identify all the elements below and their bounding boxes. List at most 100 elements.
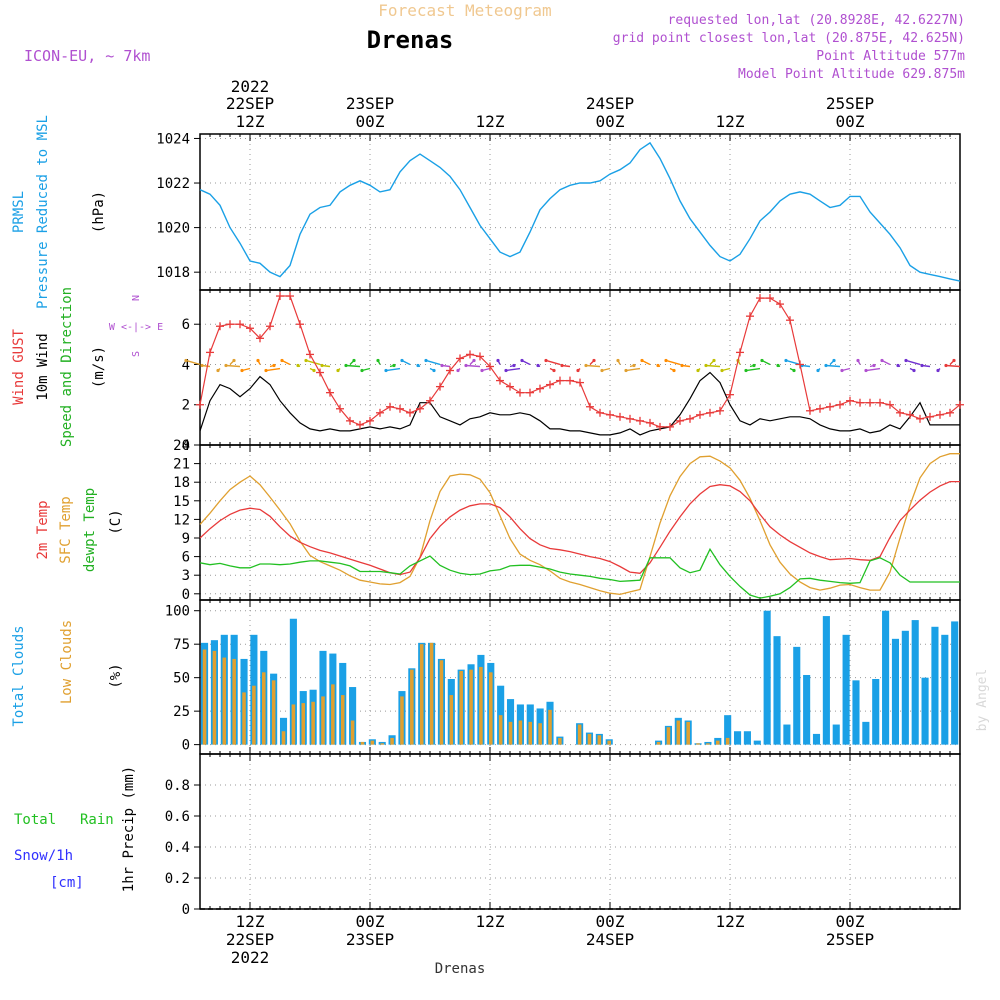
low-cloud-bar [528,721,533,745]
wind-direction-arrow [625,367,641,372]
y-tick-label: 6 [182,550,190,566]
y-tick-label: 1018 [156,265,190,281]
wind-arrow-head [944,363,948,368]
y-tick-label: 0 [182,902,190,918]
wind-arrow-head [624,368,628,373]
top-time-label: 00Z [356,112,385,131]
wind-arrow-head [856,358,860,363]
low-cloud-bar [656,741,661,745]
top-time-label: 25SEP [826,94,874,113]
wind-arrow-head [640,358,644,363]
low-cloud-bar [261,672,266,745]
low-cloud-bar [607,740,612,745]
model-label: ICON-EU, ~ 7km [24,47,150,65]
wind-arrow-head [616,358,620,363]
low-cloud-bar [360,741,365,745]
total-cloud-bar [289,618,297,745]
wind-direction-arrow [705,364,721,368]
total-cloud-bar [862,721,870,745]
clouds-label-total: Total Clouds [11,625,27,726]
wind-direction-arrow [345,364,361,368]
wind-arrow-head [776,363,780,368]
wind-arrow-head [872,363,876,368]
total-cloud-bar [941,634,949,745]
low-cloud-bar [449,695,454,745]
bottom-time-label: 12Z [476,912,505,931]
wind-direction-arrow [265,367,281,372]
wind-arrow-head [520,358,524,363]
total-cloud-bar [803,674,811,745]
y-tick-label: 0.8 [165,778,190,794]
station-title: Drenas [367,26,454,54]
wind-arrow-head [216,368,220,373]
wind-arrow-head [200,363,204,368]
wind-arrow-head [544,358,548,363]
top-time-label: 12Z [236,112,265,131]
wind-arrow-head [272,363,276,368]
total-cloud-bar [743,731,751,745]
y-tick-label: 0.4 [165,840,190,856]
compass-north: N [131,295,142,301]
bottom-time-label: 00Z [356,912,385,931]
temp-label-2m: 2m Temp [35,500,51,559]
wind-arrow-head [864,368,868,373]
wind-direction-arrow [545,359,561,366]
clouds-label-low: Low Clouds [59,620,75,704]
low-cloud-bar [479,666,483,745]
total-cloud-bar [872,679,880,745]
top-time-label: 22SEP [226,94,274,113]
bottom-time-label: 00Z [836,912,865,931]
total-cloud-bar [773,636,781,745]
wind-arrow-head [280,358,284,363]
total-cloud-bar [852,680,860,745]
y-tick-label: 0.2 [165,871,190,887]
low-cloud-bar [548,709,552,745]
low-cloud-bar [597,735,602,745]
low-cloud-bar [706,743,710,745]
wind-arrow-head [456,368,460,373]
bottom-time-label: 24SEP [586,930,634,949]
wind-arrow-head [240,368,244,373]
wind-arrow-head [744,368,748,373]
wind-direction-arrow [905,359,921,366]
total-cloud-bar [812,733,821,745]
watermark: by Angel [975,669,990,732]
low-cloud-bar [469,669,473,745]
wind-arrow-head [824,363,828,368]
pressure-label-title: Pressure Reduced to MSL [35,115,51,309]
pressure-label-prmsl: PRMSL [11,191,27,233]
bottom-time-label: 23SEP [346,930,394,949]
sfc-temp-line [199,453,960,596]
wind-arrow-head [832,358,836,363]
top-time-label: 12Z [476,112,505,131]
low-cloud-bar [439,660,444,745]
header-subtitle: Forecast Meteogram [378,1,551,20]
wind-arrow-head [720,368,724,373]
total-cloud-bar [733,731,742,745]
low-cloud-bar [350,720,355,745]
wind-10m-line [199,371,960,436]
pressure-label-unit: (hPa) [91,191,107,233]
wind-arrow-head [384,368,388,373]
pressure-line [199,141,961,282]
low-cloud-bar [291,704,296,745]
y-tick-label: 100 [165,604,190,620]
wind-arrow-head [552,368,556,373]
wind-arrow-head [656,363,660,368]
wind-arrow-head [536,363,540,368]
wind-direction-arrow [385,367,401,372]
wind-arrow-head [936,368,940,373]
pressure-panel: 1018 1020 1022 1024 PRMSL Pressure Reduced … [11,115,961,309]
low-cloud-bar [558,737,562,745]
wind-arrow-head [296,363,300,368]
total-cloud-bar [753,740,761,745]
wind-arrow-head [264,368,268,373]
temp-label-unit: (C) [108,509,124,534]
wind-arrow-head [816,368,820,373]
wind-label-10m: 10m Wind [35,333,51,400]
top-time-label: 23SEP [346,94,394,113]
total-cloud-bar [882,610,890,745]
